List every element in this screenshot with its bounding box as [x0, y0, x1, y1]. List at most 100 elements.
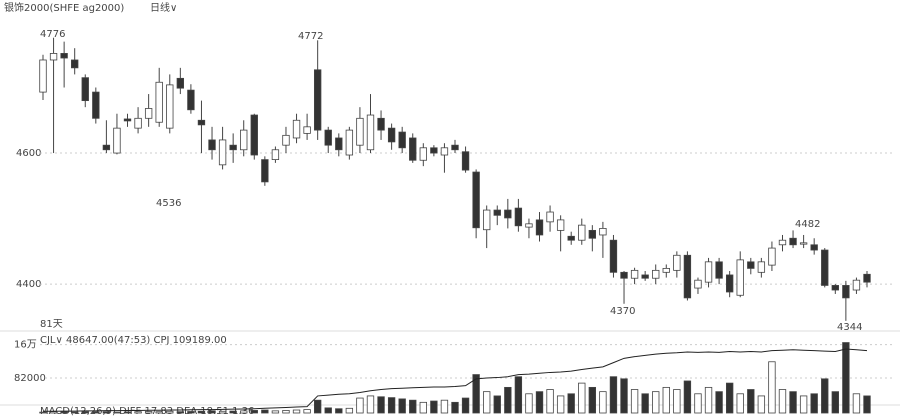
candle-body — [250, 114, 258, 156]
candle-body — [92, 91, 100, 119]
candle-body — [144, 108, 153, 119]
volume-bar — [799, 395, 808, 414]
volume-bar — [324, 407, 332, 414]
candle-body — [736, 259, 744, 296]
candle-body — [810, 244, 818, 251]
volume-title: CJL∨ 48647.00(47:53) CPJ 109189.00 — [40, 335, 227, 346]
candle-body — [261, 159, 269, 183]
candle-body — [345, 129, 354, 156]
candle-body — [704, 261, 713, 283]
volume-bar — [208, 410, 216, 414]
interest-line — [43, 348, 868, 412]
volume-bar — [556, 395, 565, 414]
candle-body — [514, 207, 523, 227]
candle-body — [747, 261, 755, 269]
candle-body — [609, 239, 618, 273]
candle-body — [778, 239, 787, 246]
candle-body — [356, 117, 364, 146]
candle-body — [324, 129, 332, 146]
candle-body — [831, 285, 839, 291]
candle-body — [271, 149, 280, 160]
candle-body — [588, 229, 597, 239]
candle-body — [60, 53, 68, 59]
candle-body — [578, 224, 586, 241]
volume-bar — [366, 395, 375, 414]
volume-bar — [303, 409, 311, 414]
candle-body — [863, 273, 871, 283]
symbol-title: 银饰2000(SHFE ag2000) — [4, 1, 124, 14]
candle-body — [842, 285, 850, 299]
volume-bar — [831, 391, 839, 414]
candle-body — [641, 274, 649, 279]
candle-body — [852, 279, 861, 291]
volume-bar — [71, 411, 79, 414]
volume-bar — [451, 401, 459, 414]
candle-body — [366, 114, 375, 151]
volume-bar — [134, 411, 142, 414]
candle-body — [218, 139, 227, 166]
candle-body — [440, 147, 449, 156]
volume-bar — [261, 409, 269, 414]
candle-body — [799, 242, 808, 245]
candle-body — [768, 247, 776, 266]
candle-body — [694, 279, 702, 289]
volume-bar — [292, 409, 301, 414]
volume-bar — [567, 393, 575, 414]
candle-body — [187, 89, 195, 111]
volume-bar — [197, 410, 206, 414]
volume-bar — [599, 391, 607, 414]
volume-bar — [715, 391, 723, 414]
volume-bar — [694, 393, 702, 414]
candle-body — [387, 127, 396, 143]
volume-bar — [609, 376, 618, 414]
volume-bar — [218, 410, 227, 414]
volume-bar — [472, 374, 480, 414]
candle-body — [483, 209, 491, 231]
candle-body — [725, 274, 734, 293]
candle-body — [176, 77, 185, 89]
volume-bar — [641, 393, 649, 414]
candle-body — [166, 84, 174, 129]
candle-body — [662, 267, 670, 273]
volume-bar — [704, 386, 713, 414]
volume-bar — [166, 410, 174, 414]
candle-body — [313, 69, 322, 131]
volume-bar — [409, 399, 417, 414]
candle-body — [292, 119, 301, 139]
candle-body — [398, 131, 406, 149]
candle-body — [377, 117, 385, 131]
candle-body — [493, 209, 501, 216]
candle-body — [134, 117, 142, 129]
volume-bar — [842, 342, 850, 414]
volume-bar — [736, 393, 744, 414]
candle-body — [39, 59, 47, 93]
volume-bar — [187, 411, 195, 414]
candle-body — [556, 219, 565, 231]
volume-bar — [588, 386, 597, 414]
candle-body — [652, 269, 660, 279]
candle-body — [757, 261, 766, 273]
candle-body — [155, 81, 163, 123]
candle-body — [49, 53, 58, 61]
candle-body — [451, 144, 459, 151]
candle-body — [71, 59, 79, 69]
volume-bar — [39, 411, 47, 414]
volume-bar — [821, 378, 829, 414]
candle-body — [789, 237, 797, 246]
period[interactable]: 日线∨ — [150, 1, 177, 14]
y-tick-label: 4600 — [16, 148, 41, 159]
volume-bar — [92, 411, 100, 414]
volume-bar — [49, 411, 58, 414]
volume-bar — [377, 396, 385, 414]
volume-bar — [725, 382, 734, 414]
volume-bar — [461, 397, 470, 414]
volume-bar — [620, 378, 628, 414]
volume-bar — [578, 382, 586, 414]
volume-bar — [313, 399, 322, 414]
candle-body — [715, 261, 723, 279]
volume-bar — [493, 395, 501, 414]
volume-bar — [757, 395, 766, 414]
candle-body — [472, 171, 480, 229]
candle-body — [630, 269, 639, 279]
